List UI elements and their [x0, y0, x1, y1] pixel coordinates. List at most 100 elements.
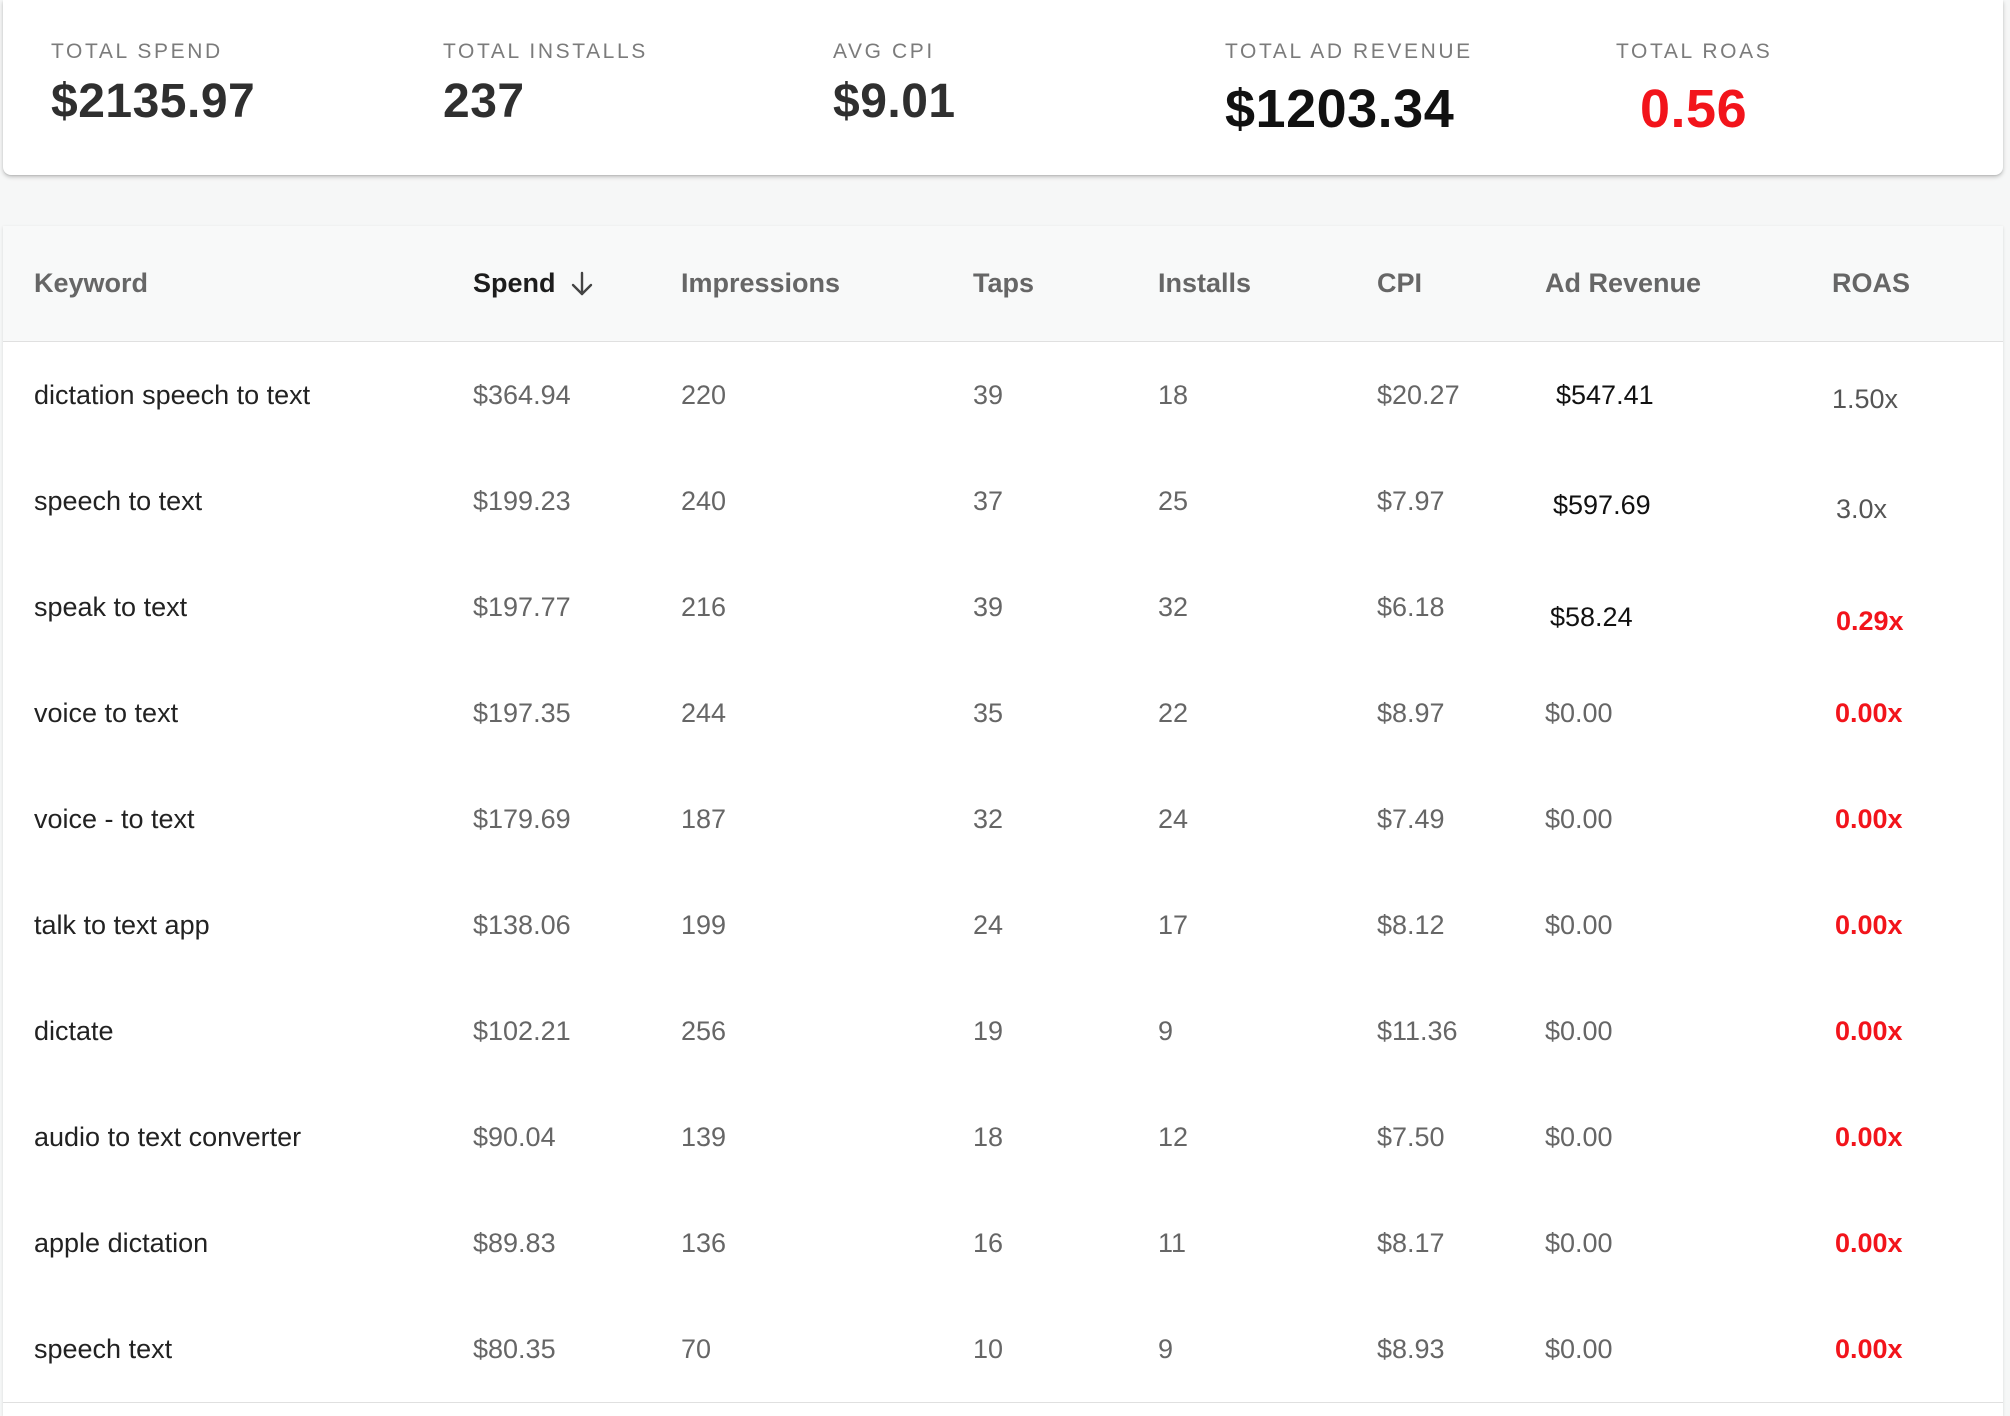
arrow-down-icon[interactable] [570, 271, 594, 297]
stat-label: TOTAL INSTALLS [443, 40, 648, 63]
cell-cpi: $7.97 [1377, 485, 1445, 516]
cell-taps: 37 [973, 485, 1004, 516]
cell-impressions: 240 [681, 485, 727, 516]
cell-ad-revenue: $0.00 [1545, 697, 1613, 728]
cell-roas: 0.00x [1835, 1227, 1903, 1258]
column-header-roas[interactable]: ROAS [1832, 268, 1911, 298]
cell-cpi: $8.97 [1377, 697, 1445, 728]
cell-installs: 18 [1158, 379, 1189, 410]
cell-ad-revenue: $58.24 [1550, 601, 1633, 632]
cell-ad-revenue: $0.00 [1545, 1121, 1613, 1152]
cell-impressions: 70 [681, 1333, 712, 1364]
cell-roas: 0.00x [1835, 1015, 1903, 1046]
cell-taps: 39 [973, 591, 1004, 622]
table-row[interactable]: speech text $80.35 70 10 9 $8.93 $0.00 0… [3, 1296, 2003, 1403]
cell-taps: 16 [973, 1227, 1004, 1258]
table-row[interactable]: voice - to text $179.69 187 32 24 $7.49 … [3, 766, 2003, 873]
cell-spend: $102.21 [473, 1015, 571, 1046]
column-header-impressions[interactable]: Impressions [681, 268, 841, 298]
cell-keyword: speech text [34, 1333, 173, 1364]
cell-impressions: 139 [681, 1121, 727, 1152]
cell-cpi: $8.17 [1377, 1227, 1445, 1258]
cell-ad-revenue: $547.41 [1556, 379, 1654, 410]
column-header-installs[interactable]: Installs [1158, 268, 1252, 298]
cell-roas: 3.0x [1836, 493, 1888, 524]
table-row[interactable]: talk to text app $138.06 199 24 17 $8.12… [3, 872, 2003, 979]
cell-keyword: audio to text converter [34, 1121, 302, 1152]
cell-cpi: $7.49 [1377, 803, 1445, 834]
cell-impressions: 244 [681, 697, 727, 728]
cell-taps: 24 [973, 909, 1004, 940]
cell-keyword: speech to text [34, 485, 203, 516]
cell-ad-revenue: $0.00 [1545, 1333, 1613, 1364]
stat-value: 0.56 [1640, 79, 1748, 139]
table-row[interactable]: audio to text converter $90.04 139 18 12… [3, 1084, 2003, 1191]
column-header-cpi[interactable]: CPI [1377, 268, 1423, 298]
stat-label: AVG CPI [833, 40, 935, 63]
cell-cpi: $11.36 [1377, 1015, 1458, 1046]
cell-keyword: dictate [34, 1015, 114, 1046]
cell-taps: 35 [973, 697, 1004, 728]
stat-total-ad-revenue: TOTAL AD REVENUE $1203.34 [1225, 40, 1473, 140]
cell-impressions: 220 [681, 379, 727, 410]
cell-impressions: 136 [681, 1227, 727, 1258]
cell-taps: 32 [973, 803, 1004, 834]
stat-value: 237 [443, 75, 525, 128]
cell-taps: 10 [973, 1333, 1004, 1364]
cell-installs: 11 [1158, 1227, 1187, 1258]
cell-roas: 0.00x [1835, 697, 1903, 728]
table-row[interactable]: dictation speech to text $364.94 220 39 … [3, 342, 2003, 449]
column-header-taps[interactable]: Taps [973, 268, 1035, 298]
cell-impressions: 256 [681, 1015, 727, 1046]
cell-keyword: apple dictation [34, 1227, 209, 1258]
cell-spend: $90.04 [473, 1121, 556, 1152]
stat-value: $2135.97 [51, 75, 256, 128]
stat-avg-cpi: AVG CPI $9.01 [833, 40, 956, 129]
stat-label: TOTAL SPEND [51, 40, 223, 63]
cell-spend: $199.23 [473, 485, 571, 516]
column-header-ad-revenue[interactable]: Ad Revenue [1545, 268, 1702, 298]
cell-installs: 9 [1158, 1333, 1174, 1364]
cell-roas: 0.00x [1835, 909, 1903, 940]
table-row[interactable]: speak to text $197.77 216 39 32 $6.18 $5… [3, 554, 2003, 661]
cell-cpi: $8.12 [1377, 909, 1445, 940]
cell-keyword: dictation speech to text [34, 379, 311, 410]
cell-roas: 1.50x [1832, 383, 1899, 414]
cell-installs: 32 [1158, 591, 1189, 622]
cell-keyword: speak to text [34, 591, 188, 622]
cell-spend: $138.06 [473, 909, 571, 940]
cell-ad-revenue: $0.00 [1545, 1227, 1613, 1258]
cell-spend: $179.69 [473, 803, 571, 834]
cell-keyword: voice to text [34, 697, 179, 728]
cell-spend: $89.83 [473, 1227, 556, 1258]
cell-installs: 9 [1158, 1015, 1174, 1046]
cell-spend: $80.35 [473, 1333, 556, 1364]
cell-cpi: $8.93 [1377, 1333, 1445, 1364]
column-header-spend[interactable]: Spend [473, 226, 594, 341]
stat-value: $9.01 [833, 75, 956, 128]
column-header-keyword[interactable]: Keyword [34, 268, 149, 298]
column-header-label: Spend [473, 268, 556, 298]
cell-spend: $364.94 [473, 379, 571, 410]
stat-total-installs: TOTAL INSTALLS 237 [443, 40, 648, 129]
stat-total-roas: TOTAL ROAS 0.56 [1616, 40, 1772, 140]
cell-roas: 0.00x [1835, 1121, 1903, 1152]
cell-keyword: talk to text app [34, 909, 210, 940]
stat-label: TOTAL ROAS [1616, 40, 1773, 63]
cell-taps: 39 [973, 379, 1004, 410]
table-row[interactable]: speech to text $199.23 240 37 25 $7.97 $… [3, 448, 2003, 555]
cell-impressions: 216 [681, 591, 727, 622]
cell-ad-revenue: $0.00 [1545, 1015, 1613, 1046]
table-row[interactable]: dictate $102.21 256 19 9 $11.36 $0.00 0.… [3, 978, 2003, 1085]
cell-keyword: voice - to text [34, 803, 195, 834]
cell-ad-revenue: $597.69 [1553, 489, 1651, 520]
cell-roas: 0.00x [1835, 1333, 1903, 1364]
cell-roas: 0.00x [1835, 803, 1903, 834]
table-row[interactable]: voice to text $197.35 244 35 22 $8.97 $0… [3, 660, 2003, 767]
cell-installs: 22 [1158, 697, 1189, 728]
table-row[interactable]: apple dictation $89.83 136 16 11 $8.17 $… [3, 1190, 2003, 1297]
cell-cpi: $20.27 [1377, 379, 1460, 410]
summary-card: TOTAL SPEND $2135.97 TOTAL INSTALLS 237 … [3, 0, 2003, 175]
stat-total-spend: TOTAL SPEND $2135.97 [51, 40, 255, 129]
cell-spend: $197.35 [473, 697, 571, 728]
